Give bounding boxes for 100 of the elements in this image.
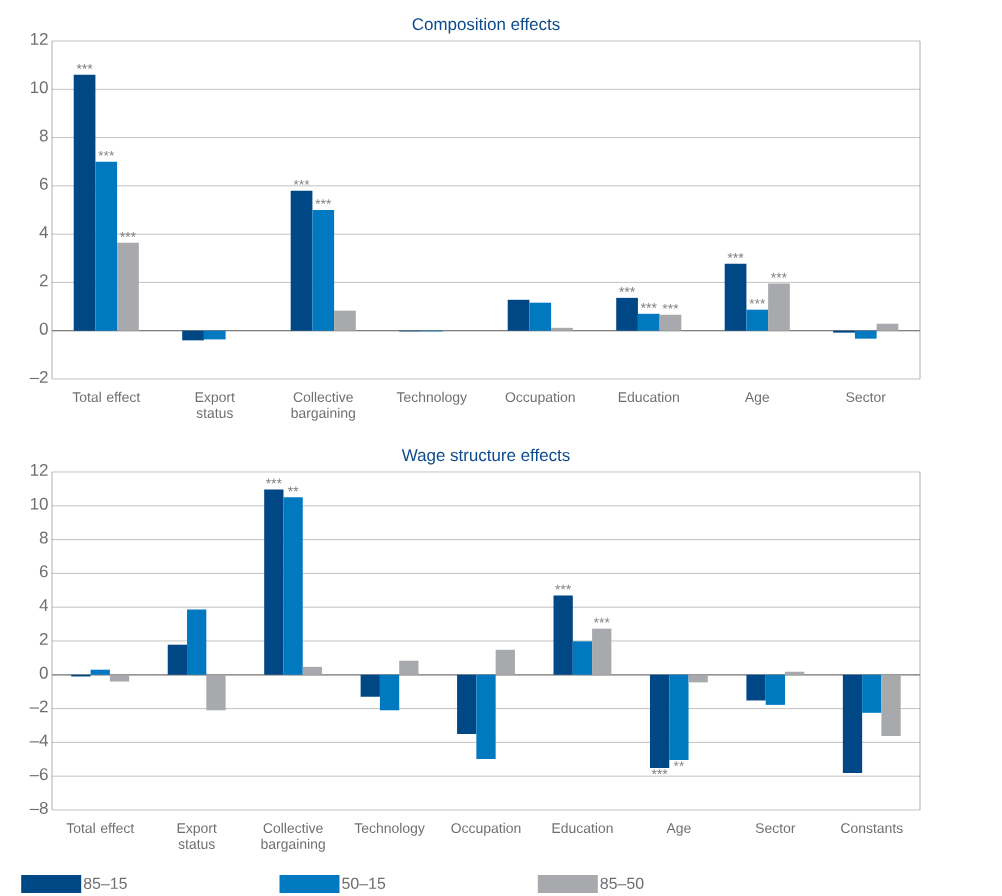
bar bbox=[637, 313, 660, 331]
bar bbox=[659, 314, 682, 331]
x-tick-label: Occupation bbox=[451, 822, 521, 836]
data-label: *** bbox=[76, 63, 93, 69]
legend-label: 85–50 bbox=[600, 877, 644, 889]
data-label: *** bbox=[120, 232, 136, 237]
x-tick-label: Export status bbox=[195, 392, 235, 418]
x-tick-label: Total effect bbox=[72, 391, 141, 403]
y-tick-label: –6 bbox=[29, 768, 48, 781]
data-label: *** bbox=[315, 199, 332, 205]
data-label: *** bbox=[593, 617, 610, 623]
x-tick-label: Export status bbox=[177, 823, 217, 849]
x-tick-label: Age bbox=[666, 823, 691, 836]
bar bbox=[724, 263, 747, 331]
legend-label: 85–15 bbox=[83, 877, 127, 889]
x-tick-label: Education bbox=[618, 391, 679, 403]
data-label: *** bbox=[98, 150, 115, 156]
bar bbox=[182, 330, 204, 341]
x-tick-label: Collective bargaining bbox=[261, 822, 325, 852]
bar bbox=[765, 674, 785, 705]
y-tick-label: 6 bbox=[39, 565, 48, 578]
x-tick-label: Occupation bbox=[505, 391, 575, 405]
data-label: *** bbox=[749, 298, 766, 304]
bar bbox=[73, 74, 96, 331]
bar bbox=[312, 209, 335, 331]
bar bbox=[302, 666, 323, 675]
x-tick-label: Constants bbox=[841, 823, 903, 834]
data-label: *** bbox=[727, 253, 744, 258]
bar bbox=[95, 161, 118, 331]
bar bbox=[784, 671, 805, 675]
y-tick-label: 8 bbox=[39, 531, 48, 544]
y-tick-label: 4 bbox=[39, 226, 48, 238]
bar bbox=[457, 674, 477, 734]
bar bbox=[616, 297, 638, 331]
bar bbox=[167, 644, 188, 675]
y-tick-label: 6 bbox=[39, 177, 48, 190]
y-tick-label: 2 bbox=[39, 274, 48, 287]
bar bbox=[290, 190, 313, 331]
bar bbox=[476, 674, 496, 759]
bar bbox=[572, 641, 593, 675]
data-label: *** bbox=[265, 478, 282, 484]
x-tick-label: Sector bbox=[846, 392, 886, 403]
data-label: *** bbox=[662, 303, 679, 309]
bar bbox=[206, 674, 226, 711]
x-tick-label: Technology bbox=[396, 391, 468, 405]
bar bbox=[876, 323, 899, 331]
bar bbox=[746, 309, 769, 331]
chart-title: Composition effects bbox=[412, 17, 560, 34]
x-tick-label: Age bbox=[744, 392, 770, 405]
bar bbox=[334, 310, 356, 331]
bar bbox=[187, 609, 207, 675]
data-label: *** bbox=[651, 769, 668, 775]
bar bbox=[688, 674, 708, 683]
bar bbox=[264, 489, 284, 675]
chart-title: Wage structure effects bbox=[401, 448, 570, 465]
y-tick-label: 10 bbox=[30, 497, 48, 510]
data-label: *** bbox=[771, 272, 787, 278]
x-tick-label: Collective bargaining bbox=[291, 391, 355, 421]
y-tick-label: 12 bbox=[30, 463, 48, 476]
bar bbox=[649, 674, 670, 769]
bar bbox=[862, 674, 882, 713]
x-tick-label: Technology bbox=[354, 822, 425, 836]
bar bbox=[881, 674, 901, 736]
y-tick-label: 8 bbox=[39, 129, 48, 142]
x-tick-label: Total effect bbox=[66, 822, 135, 834]
bar bbox=[553, 595, 573, 675]
bar bbox=[109, 674, 130, 682]
x-tick-label: Education bbox=[552, 822, 613, 834]
bar bbox=[842, 674, 863, 773]
bar bbox=[283, 497, 303, 675]
bar bbox=[854, 330, 877, 339]
y-tick-label: 10 bbox=[30, 81, 48, 94]
y-tick-label: –4 bbox=[29, 734, 48, 747]
bar bbox=[768, 283, 790, 331]
bar bbox=[669, 674, 689, 760]
bar bbox=[360, 674, 380, 697]
data-label: *** bbox=[619, 287, 635, 292]
bar bbox=[507, 299, 530, 331]
bar bbox=[117, 242, 139, 331]
data-label: *** bbox=[555, 584, 572, 590]
y-tick-label: 4 bbox=[39, 599, 48, 611]
y-tick-label: 0 bbox=[39, 666, 48, 679]
bar bbox=[203, 330, 226, 340]
y-tick-label: 0 bbox=[39, 322, 48, 335]
bar bbox=[746, 674, 766, 701]
bar bbox=[551, 327, 573, 331]
bar bbox=[592, 628, 612, 675]
x-tick-label: Sector bbox=[755, 823, 796, 834]
data-label: ** bbox=[287, 486, 299, 492]
data-label: *** bbox=[640, 303, 657, 308]
y-tick-label: 2 bbox=[39, 632, 48, 645]
bar bbox=[379, 674, 400, 711]
y-tick-label: –2 bbox=[29, 700, 48, 713]
bar bbox=[495, 649, 515, 675]
data-label: ** bbox=[673, 761, 685, 767]
bar bbox=[90, 669, 110, 675]
data-label: *** bbox=[293, 179, 310, 185]
bar bbox=[399, 660, 419, 675]
y-tick-label: –2 bbox=[29, 370, 48, 383]
y-tick-label: –8 bbox=[29, 801, 48, 814]
